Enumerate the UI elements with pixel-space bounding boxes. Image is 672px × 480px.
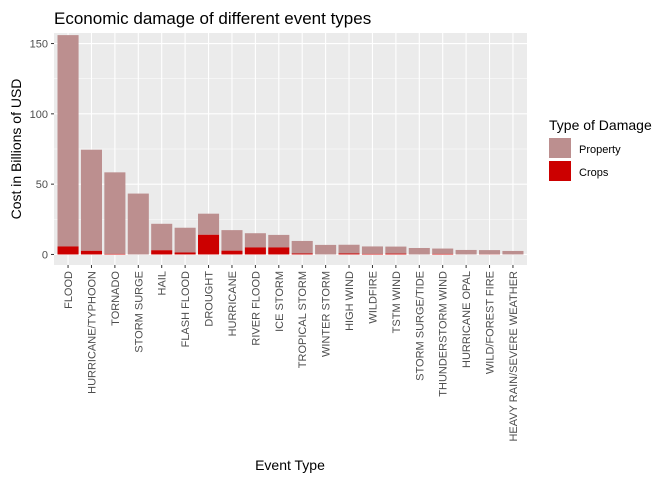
bar-crops (151, 250, 173, 255)
x-tick-label: TROPICAL STORM (297, 271, 309, 368)
bar-crops (221, 250, 243, 255)
bars (57, 35, 524, 255)
x-tick-label: WILD/FOREST FIRE (485, 271, 497, 374)
legend-title: Type of Damage (549, 117, 652, 133)
bar-crops (174, 252, 196, 255)
bar-crops (291, 253, 313, 255)
legend-key-property (549, 138, 571, 158)
bar-property (502, 250, 524, 255)
bar-property (174, 227, 196, 253)
bar-property (80, 149, 103, 251)
x-tick-label: TORNADO (110, 271, 122, 326)
x-tick-label: HIGH WIND (344, 271, 356, 331)
bar-crops (104, 253, 126, 255)
x-axis-ticks: FLOOD HURRICANE/TYPHOON TORNADO STORM SURGE… (63, 265, 520, 442)
bar-crops (338, 253, 360, 255)
x-tick-label: STORM SURGE (133, 271, 145, 353)
y-axis-ticks: 0 50 100 150 (30, 39, 54, 261)
legend-label-crops: Crops (579, 167, 609, 179)
bar-property (408, 247, 430, 255)
x-tick-label: WILDFIRE (367, 271, 379, 324)
bar-property (361, 246, 383, 254)
bar-property (291, 240, 313, 254)
y-tick-label: 150 (30, 39, 48, 51)
legend-label-property: Property (579, 144, 621, 156)
legend-key-crops (549, 161, 571, 181)
bar-property (478, 250, 501, 255)
x-tick-label: HURRICANE (227, 271, 239, 336)
x-tick-label: TSTM WIND (391, 271, 403, 333)
legend: Type of Damage Property Crops (549, 117, 652, 181)
bar-property (432, 248, 454, 254)
bar-property (104, 172, 126, 254)
chart-title: Economic damage of different event types (54, 9, 371, 28)
y-tick-label: 0 (42, 249, 48, 261)
bar-property (221, 230, 243, 251)
x-tick-label: HURRICANE OPAL (461, 271, 473, 368)
bar-property (151, 223, 173, 251)
y-tick-label: 100 (30, 109, 48, 121)
x-tick-label: WINTER STORM (321, 271, 333, 357)
x-tick-label: RIVER FLOOD (250, 271, 262, 346)
bar-crops (268, 247, 290, 255)
x-tick-label: DROUGHT (204, 271, 216, 327)
x-tick-label: FLOOD (63, 271, 75, 309)
x-axis-title: Event Type (255, 457, 325, 473)
bar-property (338, 244, 360, 254)
bar-property (268, 234, 290, 248)
x-tick-label: THUNDERSTORM WIND (438, 271, 450, 397)
bar-crops (198, 234, 220, 255)
y-axis-title: Cost in Billions of USD (8, 79, 24, 220)
x-tick-label: HURRICANE/TYPHOON (86, 271, 98, 394)
bar-crops (80, 250, 103, 255)
bar-property (57, 35, 79, 247)
x-tick-label: HAIL (157, 271, 169, 295)
bar-property (127, 193, 149, 255)
bar-crops (361, 253, 383, 255)
bar-property (244, 233, 266, 248)
bar-crops (385, 253, 407, 255)
bar-property (455, 249, 477, 255)
bar-property (315, 244, 337, 255)
x-tick-label: ICE STORM (274, 271, 286, 332)
x-tick-label: STORM SURGE/TIDE (414, 271, 426, 381)
bar-crops (57, 246, 79, 255)
x-tick-label: FLASH FLOOD (180, 271, 192, 347)
bar-crops (432, 253, 454, 255)
x-tick-label: HEAVY RAIN/SEVERE WEATHER (508, 271, 520, 442)
bar-crops (244, 247, 266, 255)
bar-property (198, 213, 220, 235)
y-tick-label: 50 (36, 179, 48, 191)
bar-property (385, 246, 407, 254)
